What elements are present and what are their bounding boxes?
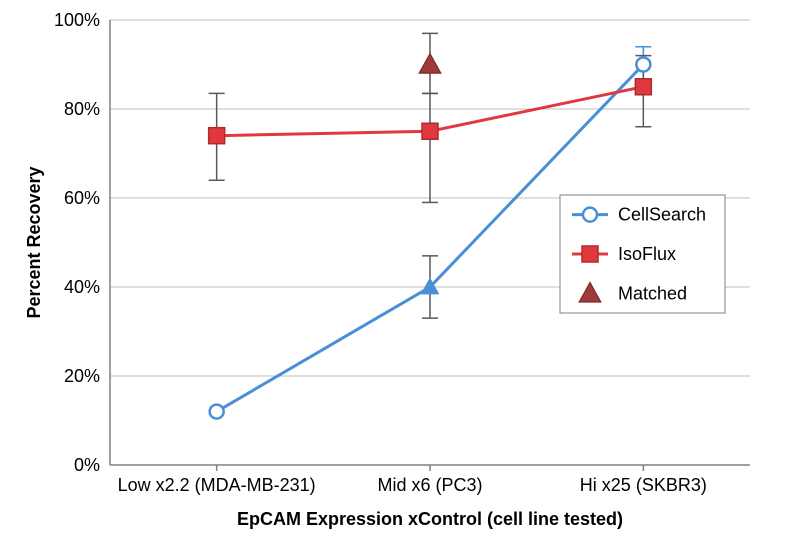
y-tick-label: 0% <box>74 455 100 475</box>
legend-label: CellSearch <box>618 205 706 225</box>
error-bar <box>422 93 438 202</box>
legend-label: IsoFlux <box>618 244 676 264</box>
x-axis-title: EpCAM Expression xControl (cell line tes… <box>237 509 623 529</box>
x-tick-label: Low x2.2 (MDA-MB-231) <box>118 475 316 495</box>
series-marker-matched <box>419 54 441 73</box>
series-marker-cellsearch <box>636 58 650 72</box>
y-tick-label: 40% <box>64 277 100 297</box>
legend-label: Matched <box>618 283 687 303</box>
legend: CellSearch IsoFlux Matched <box>560 195 725 313</box>
y-tick-label: 100% <box>54 10 100 30</box>
x-tick-label: Hi x25 (SKBR3) <box>580 475 707 495</box>
y-tick-label: 20% <box>64 366 100 386</box>
recovery-chart: 0% 20% 40% 60% 80% 100% Low x2.2 (MDA-MB-231) M… <box>0 0 792 559</box>
y-tick-label: 60% <box>64 188 100 208</box>
series-marker-isoflux <box>422 123 438 139</box>
series-marker-isoflux <box>635 79 651 95</box>
x-tick-label: Mid x6 (PC3) <box>377 475 482 495</box>
y-tick-label: 80% <box>64 99 100 119</box>
series-marker-isoflux <box>209 128 225 144</box>
series-marker-cellsearch <box>210 405 224 419</box>
y-axis-title: Percent Recovery <box>24 166 44 318</box>
